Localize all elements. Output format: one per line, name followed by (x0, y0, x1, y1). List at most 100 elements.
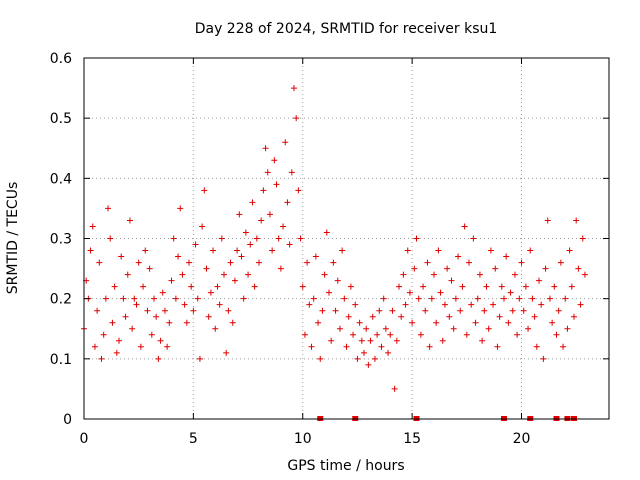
data-point (179, 271, 186, 278)
data-point (463, 331, 470, 338)
data-point (564, 325, 571, 332)
data-point (455, 253, 462, 260)
data-point (210, 247, 217, 254)
data-point (256, 259, 262, 266)
data-point (218, 235, 225, 242)
data-point (551, 283, 558, 290)
data-point (144, 307, 151, 314)
data-point (514, 331, 521, 338)
data-point (306, 301, 313, 308)
data-point (503, 253, 510, 260)
data-point (428, 295, 435, 302)
data-point (470, 235, 477, 242)
data-point (319, 307, 326, 314)
data-point (555, 307, 562, 314)
data-point (286, 241, 293, 248)
data-point (538, 301, 545, 308)
data-point (203, 265, 210, 272)
x-tick-label: 20 (513, 431, 531, 447)
data-point (385, 349, 392, 356)
data-point (501, 295, 507, 302)
data-point (214, 283, 221, 290)
data-point (133, 301, 140, 308)
data-point (227, 259, 234, 266)
data-point (371, 355, 378, 362)
data-point (293, 115, 300, 122)
data-point (435, 247, 442, 254)
data-point (354, 355, 361, 362)
data-point (549, 319, 556, 326)
data-point (137, 343, 144, 350)
data-point (441, 301, 448, 308)
data-point (481, 307, 488, 314)
data-point (260, 187, 267, 194)
data-point (310, 295, 317, 302)
data-point (393, 337, 400, 344)
data-point (118, 253, 125, 260)
data-point (420, 283, 427, 290)
data-point (126, 217, 133, 224)
data-point (542, 265, 549, 272)
data-point (100, 331, 107, 338)
data-point (483, 283, 490, 290)
x-tick-label: 0 (80, 431, 89, 447)
data-point (540, 355, 547, 362)
plot-frame (83, 57, 610, 420)
y-tick-label: 0 (63, 412, 72, 428)
data-point (365, 361, 372, 368)
data-point (347, 283, 354, 290)
data-point (172, 295, 179, 302)
data-point (168, 277, 175, 284)
data-point (413, 235, 420, 242)
data-point (409, 319, 416, 326)
data-point (509, 307, 516, 314)
data-point (159, 289, 166, 296)
data-point (361, 349, 367, 356)
data-point (330, 259, 337, 266)
data-point (520, 307, 527, 314)
data-point (269, 247, 276, 254)
data-point (396, 283, 402, 290)
data-point (356, 319, 363, 326)
data-point (466, 259, 472, 266)
data-point (249, 199, 256, 206)
data-point (199, 223, 206, 230)
data-point (164, 343, 171, 350)
data-point (155, 355, 162, 362)
data-point (120, 295, 127, 302)
data-point (175, 253, 182, 260)
data-point (577, 301, 584, 308)
data-point (308, 343, 315, 350)
data-point (188, 283, 195, 290)
data-point (135, 259, 142, 266)
data-point (207, 289, 214, 296)
data-point (221, 271, 227, 278)
data-point (205, 313, 212, 320)
data-point (400, 271, 407, 278)
data-point (142, 247, 149, 254)
data-point (376, 307, 383, 314)
y-tick-label: 0.3 (50, 232, 72, 248)
data-point (148, 331, 155, 338)
data-point (166, 319, 173, 326)
data-point (474, 295, 481, 302)
data-point (266, 211, 273, 218)
data-point (157, 337, 164, 344)
data-point (450, 325, 457, 332)
data-point (406, 289, 413, 296)
data-point (496, 313, 503, 320)
data-point (487, 247, 494, 254)
data-point (494, 343, 501, 350)
data-point (369, 313, 376, 320)
x-tick-label: 10 (294, 431, 312, 447)
data-point (146, 265, 153, 272)
data-point (299, 283, 306, 290)
data-point (332, 307, 339, 314)
data-point (452, 295, 459, 302)
data-point (196, 355, 203, 362)
data-point (341, 295, 348, 302)
data-point (111, 283, 118, 290)
data-point (122, 313, 129, 320)
data-point (511, 271, 518, 278)
data-point (391, 385, 398, 392)
